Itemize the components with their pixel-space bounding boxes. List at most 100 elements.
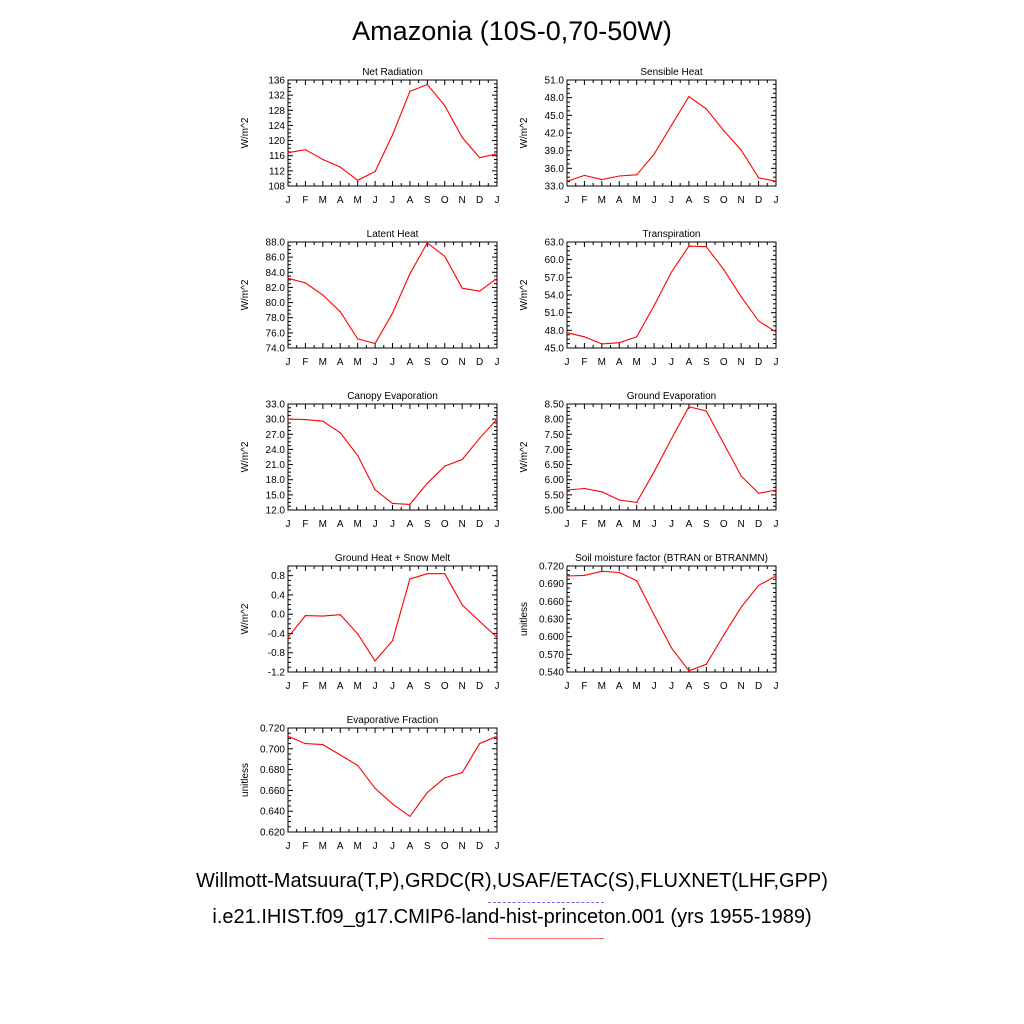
data-point: [304, 419, 306, 421]
x-tick-label: M: [319, 357, 327, 368]
y-tick-label: 0.570: [539, 650, 564, 661]
x-tick-label: N: [459, 681, 466, 692]
x-tick-label: O: [441, 519, 449, 530]
x-tick-label: S: [703, 195, 710, 206]
data-point: [496, 636, 498, 638]
x-tick-label: J: [373, 357, 378, 368]
legend-item-observations: Willmott-Matsuura(T,P),GRDC(R),USAF/ETAC…: [196, 870, 828, 892]
y-tick-label: 0.8: [271, 571, 285, 582]
plot-frame: [566, 565, 777, 673]
x-tick-label: A: [337, 357, 344, 368]
x-tick-label: S: [424, 357, 431, 368]
y-tick-label: 48.0: [545, 93, 565, 104]
plot-frame: [566, 79, 777, 187]
x-tick-label: J: [373, 519, 378, 530]
data-point: [723, 443, 725, 445]
data-point: [339, 432, 341, 434]
data-point: [601, 343, 603, 345]
data-point: [723, 130, 725, 132]
y-tick-label: 0.720: [539, 562, 564, 573]
panel-title: Transpiration: [643, 229, 701, 240]
data-point: [496, 277, 498, 279]
x-tick-label: M: [353, 681, 361, 692]
data-point: [391, 312, 394, 314]
y-tick-label: 0.4: [271, 590, 285, 601]
data-point: [653, 153, 655, 155]
x-tick-label: J: [652, 681, 657, 692]
x-tick-label: A: [407, 357, 414, 368]
y-tick-label: 18.0: [266, 475, 286, 486]
x-tick-label: J: [652, 195, 657, 206]
data-point: [339, 754, 341, 756]
data-point: [374, 342, 376, 345]
y-tick-label: 0.690: [539, 579, 564, 590]
x-tick-label: M: [353, 841, 361, 852]
data-point: [304, 149, 306, 151]
data-point: [287, 418, 289, 420]
x-tick-label: J: [373, 195, 378, 206]
data-point: [444, 255, 446, 257]
panel-ground-heat-snow-melt: J F M A M J J A S O N D J-1.2-0.8-0.40.00.40.8Ground…: [240, 553, 500, 692]
plot-frame: [287, 565, 498, 673]
x-tick-label: J: [669, 357, 674, 368]
x-tick-label: J: [373, 841, 378, 852]
plot-frame: [287, 241, 498, 349]
x-tick-label: D: [755, 519, 762, 530]
y-tick-label: 132: [268, 91, 285, 102]
data-point: [391, 134, 394, 136]
x-tick-label: J: [495, 681, 500, 692]
x-tick-label: M: [319, 195, 327, 206]
data-point: [444, 777, 446, 779]
data-point: [688, 406, 690, 408]
x-tick-label: F: [581, 357, 587, 368]
data-point: [653, 305, 655, 307]
x-tick-label: N: [459, 357, 466, 368]
x-tick-label: F: [581, 195, 587, 206]
x-tick-label: N: [459, 841, 466, 852]
x-tick-label: J: [373, 681, 378, 692]
series-line-soil-moisture-factor-btran-or-btranmn: [566, 570, 777, 672]
x-tick-label: D: [476, 841, 483, 852]
data-point: [357, 764, 359, 767]
data-point: [775, 331, 777, 333]
y-tick-label: 76.0: [266, 328, 286, 339]
series-line-ground-evaporation: [566, 406, 777, 503]
series-line-canopy-evaporation: [287, 418, 498, 505]
data-point: [357, 179, 359, 181]
x-tick-label: M: [632, 357, 640, 368]
x-tick-label: D: [755, 195, 762, 206]
data-point: [322, 158, 324, 161]
y-tick-label: 48.0: [545, 326, 565, 337]
y-axis-label: W/m^2: [240, 441, 251, 472]
x-tick-label: J: [390, 519, 395, 530]
x-tick-label: J: [390, 681, 395, 692]
data-point: [705, 108, 707, 110]
x-tick-label: S: [703, 357, 710, 368]
x-tick-label: J: [652, 357, 657, 368]
y-tick-label: 36.0: [545, 164, 565, 175]
panel-title: Latent Heat: [367, 229, 419, 240]
legend-line-observations: [488, 902, 604, 903]
data-point: [670, 647, 673, 649]
x-tick-label: J: [774, 357, 779, 368]
x-tick-label: D: [476, 357, 483, 368]
y-tick-label: 30.0: [266, 415, 286, 426]
data-point: [618, 342, 620, 344]
data-point: [705, 410, 707, 412]
data-point: [357, 454, 359, 457]
y-tick-label: 0.630: [539, 615, 564, 626]
y-axis-label: W/m^2: [240, 279, 251, 310]
x-tick-label: N: [738, 195, 745, 206]
data-point: [740, 475, 742, 477]
x-tick-label: J: [652, 519, 657, 530]
y-tick-label: 0.660: [260, 786, 285, 797]
data-point: [479, 157, 481, 159]
y-tick-label: 51.0: [545, 308, 565, 319]
y-tick-label: 45.0: [545, 344, 565, 355]
y-tick-label: 124: [268, 121, 285, 132]
data-point: [775, 489, 777, 491]
data-point: [322, 744, 324, 746]
y-tick-label: 0.700: [260, 744, 285, 755]
x-tick-label: A: [616, 519, 623, 530]
